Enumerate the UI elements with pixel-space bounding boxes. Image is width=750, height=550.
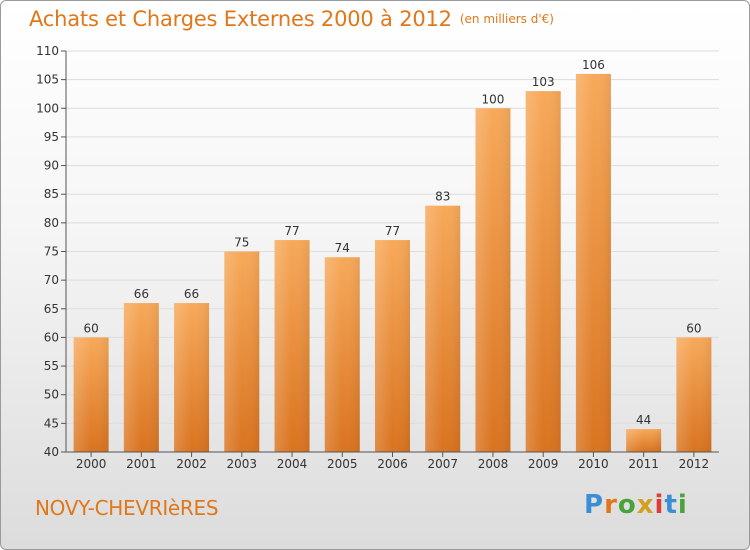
y-tick-label: 75 [44,245,59,259]
bar-value-label: 66 [134,287,149,301]
logo-letter: i [654,490,665,520]
y-tick-label: 100 [36,101,59,115]
y-tick-label: 70 [44,273,59,287]
logo-letter: P [584,490,605,520]
bar-sheen-2006 [375,240,410,452]
x-tick-label: 2010 [578,457,609,471]
bar-value-label: 75 [234,236,249,250]
bar-value-label: 77 [284,224,299,238]
bar-sheen-2010 [575,73,611,453]
chart-unit: (en milliers d'€) [459,12,554,26]
x-tick-label: 2002 [176,457,207,471]
bar-value-label: 83 [435,190,450,204]
x-tick-label: 2006 [377,457,408,471]
y-tick-label: 45 [44,416,59,430]
logo-letter: r [604,490,618,520]
y-tick-label: 60 [44,330,59,344]
y-tick-label: 40 [44,445,59,459]
y-tick-label: 85 [44,187,59,201]
y-axis-ticks: 40 45 50 55 60 65 70 75 80 85 90 95 100 105 110 [36,44,66,459]
y-tick-label: 65 [44,302,59,316]
bar-value-labels: 60 66 66 75 77 74 77 83 100 103 106 44 60 [83,58,701,427]
town-name: NOVY-CHEVRIèRES [35,496,219,520]
logo-letter: o [617,490,637,520]
logo-letter: t [664,490,678,520]
bar-value-label: 106 [582,58,605,72]
logo-letter: x [636,490,655,520]
proxiti-logo[interactable]: Proxiti [584,490,688,520]
bar-sheen-2009 [525,91,561,452]
bar-sheen-2012 [676,337,712,452]
bar-value-label: 100 [482,92,505,106]
bar-sheen-2011 [626,429,662,452]
bars [73,73,712,453]
y-tick-label: 95 [44,130,59,144]
bar-value-label: 44 [636,413,651,427]
y-tick-label: 105 [36,73,59,87]
y-tick-label: 55 [44,359,59,373]
x-tick-label: 2008 [478,457,509,471]
bar-value-label: 77 [385,224,400,238]
bar-sheen-2004 [274,240,310,452]
x-axis-ticks: 2000 2001 2002 2003 2004 2005 2006 2007 2008 2009… [76,452,709,471]
bar-value-label: 74 [335,241,350,255]
x-tick-label: 2012 [679,457,710,471]
bar-sheen-2003 [224,251,260,452]
x-tick-label: 2001 [126,457,157,471]
bar-sheen-2001 [123,303,159,452]
x-tick-label: 2005 [327,457,358,471]
y-tick-label: 90 [44,159,59,173]
y-tick-label: 50 [44,388,59,402]
bar-value-label: 60 [686,321,701,335]
bar-sheen-2000 [73,337,109,452]
x-tick-label: 2003 [227,457,258,471]
bar-sheen-2005 [324,257,360,452]
bar-sheen-2007 [425,205,461,452]
x-tick-label: 2007 [427,457,458,471]
chart-title-text: Achats et Charges Externes 2000 à 2012 [29,7,452,31]
y-tick-label: 80 [44,216,59,230]
bar-sheen-2008 [475,108,511,453]
bar-value-label: 103 [532,75,555,89]
chart-title: Achats et Charges Externes 2000 à 2012 (e… [29,7,554,31]
logo-letter: i [677,490,688,520]
bar-sheen-2002 [174,303,210,452]
x-tick-label: 2000 [76,457,107,471]
x-tick-label: 2011 [628,457,659,471]
x-tick-label: 2004 [277,457,308,471]
bar-value-label: 60 [83,321,98,335]
y-tick-label: 110 [36,44,59,58]
x-tick-label: 2009 [528,457,559,471]
bar-value-label: 66 [184,287,199,301]
